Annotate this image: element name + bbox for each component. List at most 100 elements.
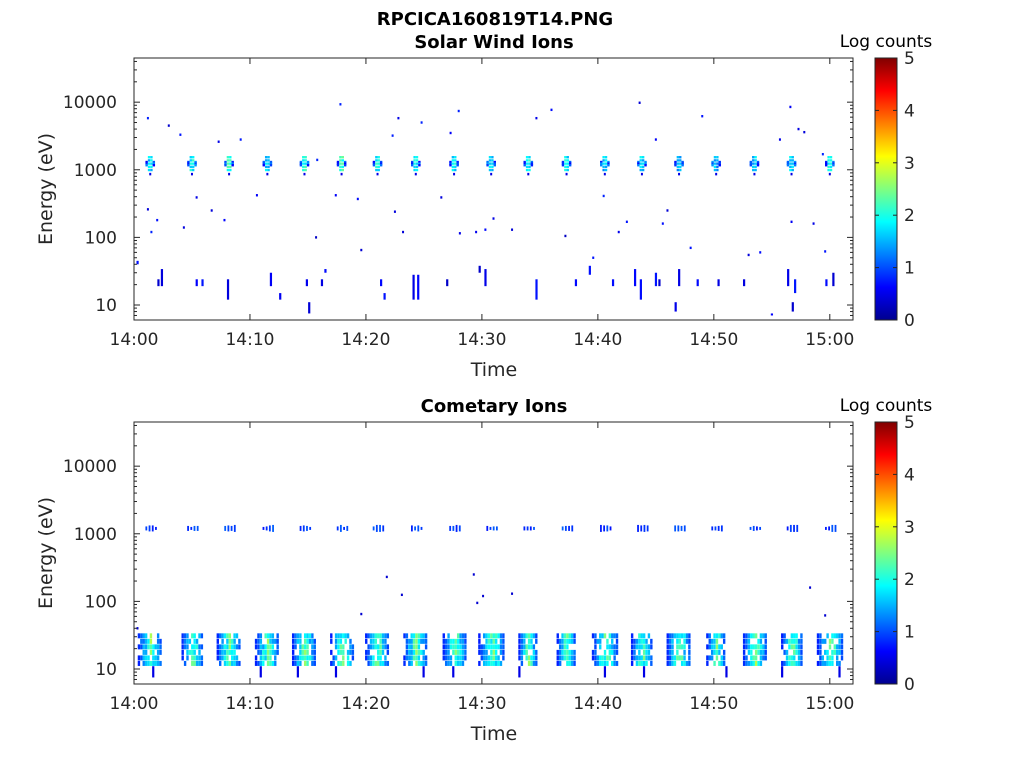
low-band-cell (680, 633, 684, 639)
high-band-cell (828, 526, 831, 531)
low-band-cell (800, 660, 803, 666)
scatter-cell (475, 230, 478, 234)
low-band-cell (235, 660, 239, 666)
low-band-cell (594, 649, 597, 655)
scatter-cell (812, 222, 815, 225)
low-band-cell (713, 633, 716, 639)
colorbar-tick-label: 1 (904, 259, 915, 279)
high-band-cell (375, 524, 378, 532)
heatmap-cell (229, 162, 232, 165)
heatmap-cell (639, 168, 642, 172)
heatmap-cell (789, 159, 792, 162)
low-band-cell (708, 638, 711, 644)
heatmap-cell (676, 162, 680, 165)
low-band-cell (783, 638, 786, 644)
high-band-cell (711, 526, 714, 531)
low-band-cell (339, 649, 343, 655)
low-band-cell (556, 655, 559, 661)
heatmap-cell (454, 168, 457, 172)
low-band-cell (226, 633, 229, 639)
high-band-cell (299, 525, 302, 531)
scatter-cell (476, 601, 479, 605)
high-band-cell (646, 525, 649, 532)
low-band-cell (671, 660, 674, 666)
low-band-cell (449, 638, 453, 644)
heatmap-cell (713, 159, 717, 162)
low-band-cell (591, 655, 595, 661)
heatmap-cell (564, 168, 567, 172)
low-band-cell (459, 644, 462, 650)
low-band-cell (603, 633, 607, 639)
heatmap-cell (829, 165, 833, 169)
low-band-cell (819, 644, 822, 650)
low-band-cell (195, 638, 199, 644)
low-band-cell (444, 644, 448, 650)
scatter-cell (339, 103, 342, 106)
heatmap-cell (602, 162, 605, 165)
scatter-cell (759, 251, 762, 254)
heatmap-cell (528, 162, 531, 165)
low-band-cell (154, 655, 157, 661)
low-band-cell (186, 633, 189, 639)
low-band-cell (369, 638, 373, 644)
scatter-cell (136, 627, 139, 630)
heatmap-cell (641, 165, 645, 169)
low-band-cell (647, 655, 651, 661)
low-band-cell (303, 655, 307, 661)
low-band-cell (566, 644, 569, 650)
low-band-cell (365, 633, 368, 639)
low-band-cell (444, 655, 448, 661)
heatmap-cell (264, 168, 268, 172)
low-band-cell (573, 633, 576, 639)
low-band-cell (454, 660, 457, 666)
low-band-cell (831, 655, 834, 661)
low-band-cell (676, 644, 679, 650)
low-band-cell (156, 660, 160, 666)
heatmap-cell (679, 156, 682, 159)
heatmap-cell (486, 164, 489, 167)
low-band-cell (710, 655, 714, 661)
low-band-cell (156, 638, 160, 644)
heatmap-cell (602, 156, 605, 159)
low-band-cell (666, 655, 669, 661)
low-band-cell (365, 638, 368, 644)
scatter-cell (385, 575, 388, 579)
y-tick-label: 10000 (63, 93, 117, 113)
high-band-cell (492, 526, 495, 531)
low-band-cell (301, 649, 304, 655)
low-band-cell (630, 638, 634, 644)
low-band-cell (181, 649, 184, 655)
heatmap-cell (304, 168, 307, 172)
low-band-cell (831, 649, 834, 655)
low-energy-bar (574, 279, 578, 287)
heatmap-cell (415, 165, 419, 169)
low-band-cell (797, 655, 801, 661)
low-energy-bar (269, 272, 273, 287)
heatmap-cell (147, 159, 151, 162)
heatmap-cell (375, 159, 378, 162)
low-band-cell (750, 633, 753, 639)
heatmap-cell (229, 156, 232, 159)
heatmap-cell (641, 156, 645, 159)
low-band-cell (750, 660, 753, 666)
heatmap-cell (341, 165, 344, 169)
low-band-cell (415, 633, 418, 639)
low-band-cell (149, 633, 153, 639)
low-energy-bar (320, 279, 324, 287)
low-band-cell (339, 633, 343, 639)
low-band-cell (532, 660, 536, 666)
low-band-cell (377, 644, 380, 650)
low-energy-bar (639, 279, 642, 300)
low-band-cell (715, 633, 719, 639)
low-band-cell (722, 638, 726, 644)
heatmap-cell (189, 168, 192, 172)
low-band-cell (144, 649, 148, 655)
heatmap-cell (491, 156, 494, 159)
high-band-cell (187, 525, 189, 531)
low-band-cell (454, 649, 457, 655)
low-band-cell (568, 633, 571, 639)
high-band-cell (193, 525, 196, 531)
low-band-cell (152, 644, 155, 650)
low-band-cell (186, 644, 189, 650)
low-band-cell (800, 633, 803, 639)
